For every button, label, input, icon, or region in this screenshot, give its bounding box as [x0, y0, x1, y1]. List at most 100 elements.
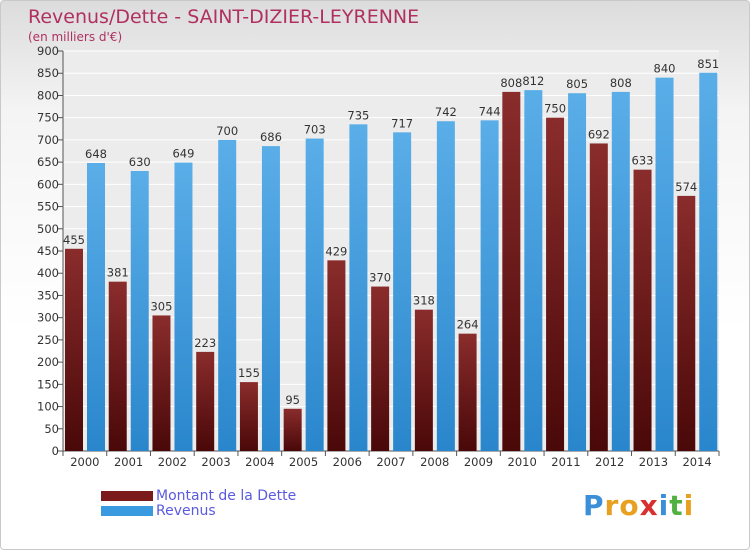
y-tick-label: 650 [37, 155, 59, 169]
bar-dette [239, 382, 258, 451]
x-tick-label: 2013 [639, 455, 668, 469]
bar-dette [65, 248, 83, 451]
bar-dette [371, 286, 390, 451]
data-label-dette: 305 [150, 299, 172, 313]
data-label-dette: 455 [63, 233, 85, 247]
legend-item-revenus: Revenus [101, 503, 296, 519]
bar-revenus [568, 93, 587, 451]
y-tick-label: 400 [37, 266, 59, 280]
bar-revenus [480, 120, 499, 451]
data-label-revenus: 686 [260, 130, 282, 144]
bar-dette [546, 117, 565, 452]
y-tick-label: 50 [44, 422, 59, 436]
bar-dette [327, 260, 346, 451]
bar-revenus [87, 163, 105, 451]
data-label-revenus: 648 [85, 147, 107, 161]
y-tick-label: 600 [37, 177, 59, 191]
y-tick-label: 350 [37, 288, 59, 302]
x-tick-label: 2010 [508, 455, 537, 469]
y-tick-label: 800 [37, 88, 59, 102]
bar-revenus [261, 146, 280, 451]
data-label-revenus: 630 [129, 155, 151, 169]
y-tick-label: 250 [37, 333, 59, 347]
bar-revenus [305, 138, 324, 452]
logo-letter: o [619, 489, 640, 522]
y-tick-label: 550 [37, 200, 59, 214]
data-label-dette: 633 [632, 154, 654, 168]
data-label-dette: 750 [544, 102, 566, 116]
bar-revenus [655, 77, 674, 452]
logo-letter: P [583, 489, 605, 522]
x-tick-label: 2009 [464, 455, 493, 469]
data-label-revenus: 717 [391, 116, 413, 130]
chart-title: Revenus/Dette - SAINT-DIZIER-LEYRENNE [28, 6, 420, 28]
chart-subtitle: (en milliers d'€) [28, 30, 123, 44]
y-tick-label: 850 [37, 66, 59, 80]
bar-dette [502, 91, 521, 451]
bar-dette [458, 333, 477, 451]
x-tick-label: 2012 [595, 455, 624, 469]
y-tick-label: 750 [37, 111, 59, 125]
x-tick-label: 2008 [420, 455, 449, 469]
bar-revenus [393, 132, 412, 452]
legend-swatch-revenus [101, 505, 153, 516]
bar-dette [108, 281, 127, 451]
data-label-revenus: 735 [347, 108, 369, 122]
y-tick-label: 200 [37, 355, 59, 369]
y-tick-label: 0 [52, 444, 59, 458]
legend-label-dette: Montant de la Dette [156, 487, 297, 504]
data-label-dette: 429 [325, 244, 347, 258]
bar-dette [283, 408, 302, 451]
y-tick-label: 500 [37, 222, 59, 236]
bar-revenus [524, 90, 543, 451]
data-label-revenus: 805 [566, 77, 588, 91]
data-label-dette: 370 [369, 271, 391, 285]
data-label-revenus: 812 [522, 74, 544, 88]
bar-dette [589, 143, 608, 451]
bar-revenus [699, 72, 718, 452]
data-label-dette: 808 [500, 76, 522, 90]
bar-revenus [436, 121, 455, 451]
data-label-dette: 223 [194, 336, 216, 350]
logo-letter: r [604, 489, 620, 522]
y-tick-label: 300 [37, 311, 59, 325]
data-label-dette: 155 [238, 366, 260, 380]
bar-dette [196, 351, 215, 451]
x-tick-label: 2011 [551, 455, 580, 469]
y-tick-label: 900 [37, 44, 59, 58]
bar-dette [677, 195, 696, 451]
y-tick-label: 100 [37, 400, 59, 414]
x-tick-label: 2005 [289, 455, 318, 469]
proxiti-logo: Proxiti [583, 489, 694, 522]
data-label-revenus: 742 [435, 105, 457, 119]
bar-dette [414, 309, 433, 451]
legend: Montant de la Dette Revenus [101, 487, 297, 519]
bar-revenus [349, 124, 368, 451]
x-tick-label: 2014 [682, 455, 711, 469]
data-label-revenus: 700 [216, 124, 238, 138]
data-label-dette: 574 [675, 180, 697, 194]
x-tick-label: 2000 [70, 455, 99, 469]
bar-revenus [218, 139, 237, 451]
x-tick-label: 2006 [333, 455, 362, 469]
x-tick-label: 2001 [114, 455, 143, 469]
logo-letter: i [658, 489, 670, 522]
legend-item-dette: Montant de la Dette [101, 487, 297, 504]
bar-dette [633, 169, 652, 451]
logo-letter: x [639, 489, 659, 522]
x-tick-label: 2004 [245, 455, 274, 469]
data-label-dette: 95 [285, 393, 300, 407]
legend-swatch-dette [101, 490, 153, 501]
data-label-revenus: 840 [654, 62, 676, 76]
data-label-revenus: 808 [610, 76, 632, 90]
y-tick-label: 700 [37, 133, 59, 147]
bar-revenus [130, 171, 149, 451]
data-label-revenus: 649 [172, 147, 194, 161]
x-tick-label: 2007 [376, 455, 405, 469]
data-label-revenus: 851 [697, 57, 719, 71]
x-tick-label: 2003 [201, 455, 230, 469]
data-label-dette: 264 [457, 318, 479, 332]
y-tick-label: 450 [37, 244, 59, 258]
